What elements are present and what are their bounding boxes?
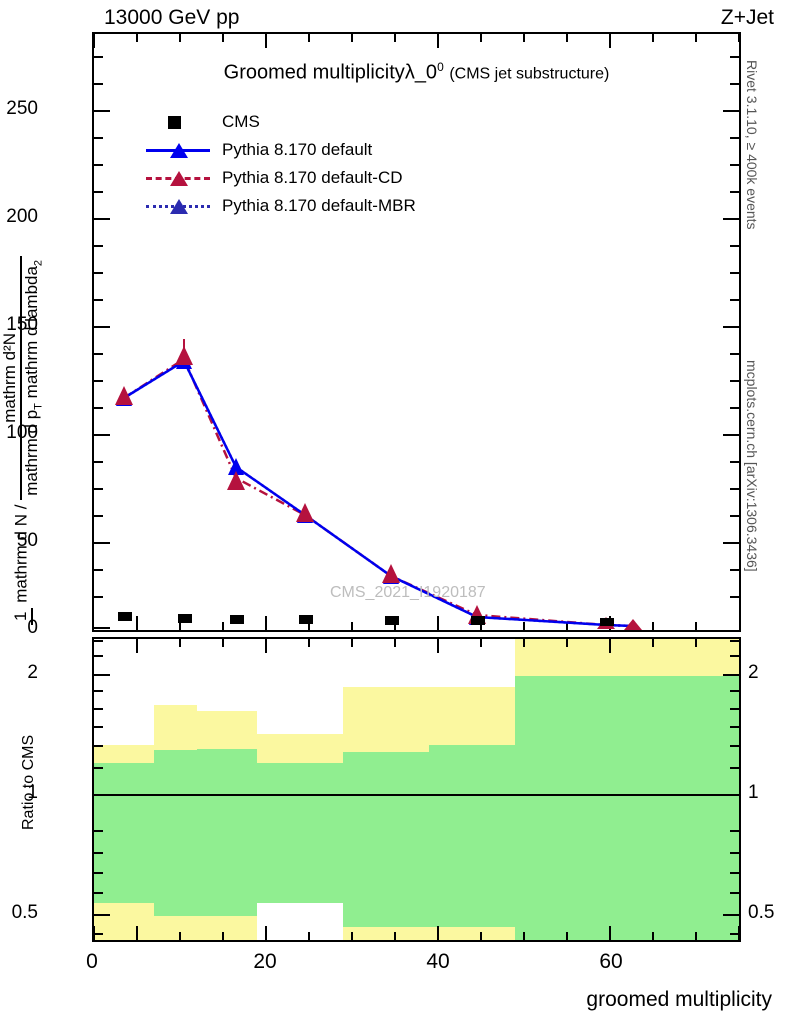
legend-key-cd bbox=[146, 168, 210, 188]
legend: CMS Pythia 8.170 default Pythia 8.170 de… bbox=[146, 108, 416, 220]
y-tick-label-250: 250 bbox=[6, 98, 38, 119]
legend-key-default bbox=[146, 140, 210, 160]
main-plot-canvas bbox=[94, 34, 739, 630]
mcplots-reference-caption: mcplots.cern.ch [arXiv:1306.3436] bbox=[744, 360, 760, 572]
header-beam-label: 13000 GeV pp bbox=[104, 6, 240, 29]
plot-title-symbol-sup: 0 bbox=[437, 60, 444, 74]
ratio-x-ticks-top bbox=[136, 639, 697, 653]
series-line-default bbox=[123, 359, 634, 628]
y-axis-ticks bbox=[94, 56, 110, 629]
main-plot-frame bbox=[92, 32, 741, 632]
plot-title-main: Groomed multiplicity bbox=[223, 61, 405, 84]
y-axis-title-den-2: mathrm d p bbox=[22, 409, 41, 496]
x-axis-title: groomed multiplicity bbox=[586, 988, 772, 1011]
y-axis-title-den-1: mathrm d N bbox=[11, 514, 31, 603]
x-tick-label-40: 40 bbox=[426, 950, 450, 973]
square-marker-icon bbox=[168, 116, 181, 129]
legend-item-cms[interactable]: CMS bbox=[146, 108, 416, 136]
ratio-y-tick-label-1-left: 1 bbox=[27, 782, 38, 803]
triangle-marker-icon bbox=[170, 171, 188, 186]
legend-label-mbr: Pythia 8.170 default-MBR bbox=[222, 196, 416, 215]
x-tick-label-60: 60 bbox=[599, 950, 623, 973]
ratio-y-tick-label-1-right: 1 bbox=[748, 782, 759, 803]
y-axis-title-den-2-sub: T bbox=[32, 403, 45, 410]
ratio-y-axis-title: Ratio to CMS bbox=[20, 734, 37, 830]
ratio-y-ticks-right bbox=[723, 640, 739, 935]
x-tick-label-0: 0 bbox=[86, 950, 98, 973]
legend-item-mbr[interactable]: Pythia 8.170 default-MBR bbox=[146, 192, 416, 220]
x-axis-ticks-top bbox=[94, 34, 739, 48]
plot-title-symbol: λ_0 bbox=[404, 61, 438, 84]
ratio-y-tick-label-05-right: 0.5 bbox=[748, 902, 775, 923]
y-tick-label-50: 50 bbox=[16, 530, 38, 551]
y-axis-ticks-right bbox=[723, 56, 739, 598]
legend-label-cms: CMS bbox=[222, 112, 260, 131]
ratio-y-tick-label-05-left: 0.5 bbox=[11, 902, 38, 923]
x-tick-label-20: 20 bbox=[253, 950, 277, 973]
y-tick-label-0: 0 bbox=[27, 617, 38, 638]
series-markers-cms bbox=[118, 612, 614, 626]
ratio-plot-frame bbox=[92, 637, 741, 942]
ratio-y-tick-label-2-left: 2 bbox=[27, 662, 38, 683]
y-axis-title-num-2: mathrm d²N bbox=[0, 333, 19, 423]
header-process-label: Z+Jet bbox=[720, 6, 774, 29]
y-tick-label-100: 100 bbox=[6, 422, 38, 443]
y-axis-title-numerator: 1 bbox=[11, 611, 31, 621]
y-axis-title: 1 mathrm d N / mathrm d²N mathrm d pT ma… bbox=[0, 255, 45, 625]
legend-key-mbr bbox=[146, 196, 210, 216]
legend-label-cd: Pythia 8.170 default-CD bbox=[222, 168, 403, 187]
legend-item-cd[interactable]: Pythia 8.170 default-CD bbox=[146, 164, 416, 192]
rivet-version-caption: Rivet 3.1.10, ≥ 400k events bbox=[744, 60, 760, 230]
triangle-marker-icon bbox=[170, 143, 188, 158]
triangle-marker-icon bbox=[170, 199, 188, 214]
green-band-group bbox=[94, 676, 739, 940]
plot-title-paren: (CMS jet substructure) bbox=[449, 65, 610, 83]
ratio-y-ticks-left bbox=[94, 640, 110, 935]
analysis-watermark: CMS_2021_I1920187 bbox=[330, 584, 486, 601]
ratio-x-ticks-bottom bbox=[94, 926, 739, 940]
y-axis-title-den-3: mathrm d lambda bbox=[22, 266, 41, 399]
legend-item-default[interactable]: Pythia 8.170 default bbox=[146, 136, 416, 164]
y-tick-label-150: 150 bbox=[6, 314, 38, 335]
y-axis-title-den-3-sub: 2 bbox=[32, 259, 45, 267]
legend-key-cms bbox=[146, 112, 210, 132]
ratio-y-tick-label-2-right: 2 bbox=[748, 662, 759, 683]
ratio-plot-canvas bbox=[94, 639, 739, 940]
page-title: Groomed multiplicityλ_00 (CMS jet substr… bbox=[92, 60, 741, 85]
legend-label-default: Pythia 8.170 default bbox=[222, 140, 373, 159]
y-tick-label-200: 200 bbox=[6, 206, 38, 227]
